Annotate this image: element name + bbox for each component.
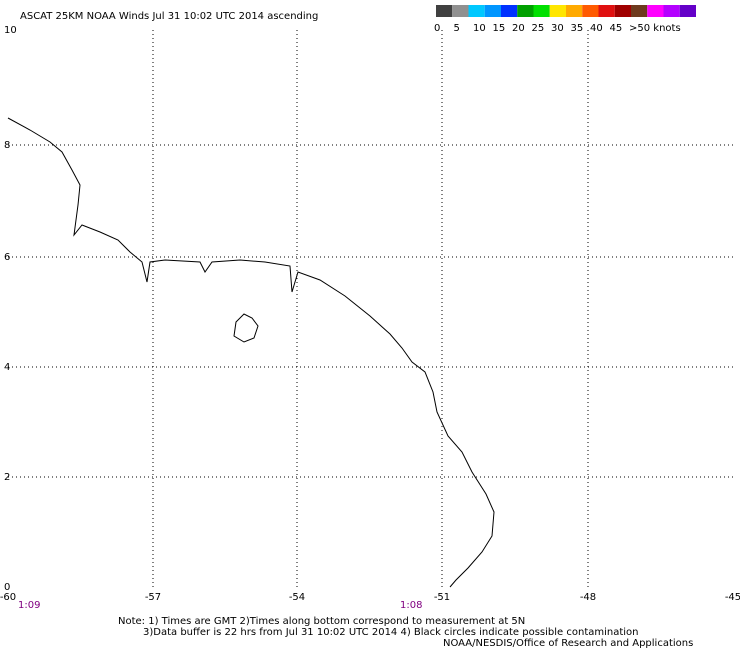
legend-label: 30	[551, 23, 564, 34]
legend-swatch	[582, 5, 599, 17]
credit: NOAA/NESDIS/Office of Research and Appli…	[443, 638, 693, 649]
legend-swatch	[517, 5, 534, 17]
legend-label: 20	[512, 23, 525, 34]
time-label: 1:08	[400, 600, 422, 611]
lon-label: -54	[289, 592, 305, 603]
legend-swatch	[468, 5, 485, 17]
coastline	[7, 117, 495, 588]
title: ASCAT 25KM NOAA Winds Jul 31 10:02 UTC 2…	[20, 11, 318, 22]
legend-label: 0	[434, 23, 440, 34]
legend-label: >50 knots	[629, 23, 681, 34]
legend-swatch	[566, 5, 583, 17]
lat-label: 4	[4, 362, 10, 373]
map-frame	[8, 30, 733, 587]
lat-label: 8	[4, 140, 10, 151]
graticule	[8, 30, 733, 587]
legend-swatch	[631, 5, 648, 17]
lat-label: 0	[4, 582, 10, 593]
legend-swatch	[647, 5, 664, 17]
lon-label: -60	[0, 592, 16, 603]
lon-label: -48	[580, 592, 596, 603]
legend-swatch	[436, 5, 453, 17]
lat-label: 2	[4, 472, 10, 483]
legend-swatch	[533, 5, 550, 17]
legend-swatch	[598, 5, 615, 17]
note-line: 3)Data buffer is 22 hrs from Jul 31 10:0…	[143, 627, 639, 638]
legend-label: 45	[610, 23, 623, 34]
legend-label: 40	[590, 23, 603, 34]
time-label: 1:09	[18, 600, 40, 611]
legend-swatch	[484, 5, 501, 17]
legend-label: 5	[454, 23, 460, 34]
legend-label: 15	[493, 23, 506, 34]
island	[233, 313, 259, 343]
lat-label: 10	[4, 25, 17, 36]
lon-label: -51	[434, 592, 450, 603]
legend-swatch	[679, 5, 696, 17]
legend-swatch	[501, 5, 518, 17]
legend-swatch	[549, 5, 566, 17]
legend-swatch	[614, 5, 631, 17]
lon-label: -45	[725, 592, 740, 603]
legend-label: 25	[532, 23, 545, 34]
legend-label: 10	[473, 23, 486, 34]
legend-swatch	[663, 5, 680, 17]
note-line: Note: 1) Times are GMT 2)Times along bot…	[118, 616, 525, 627]
lat-label: 6	[4, 252, 10, 263]
legend-swatch	[452, 5, 469, 17]
lon-label: -57	[145, 592, 161, 603]
legend-label: 35	[571, 23, 584, 34]
